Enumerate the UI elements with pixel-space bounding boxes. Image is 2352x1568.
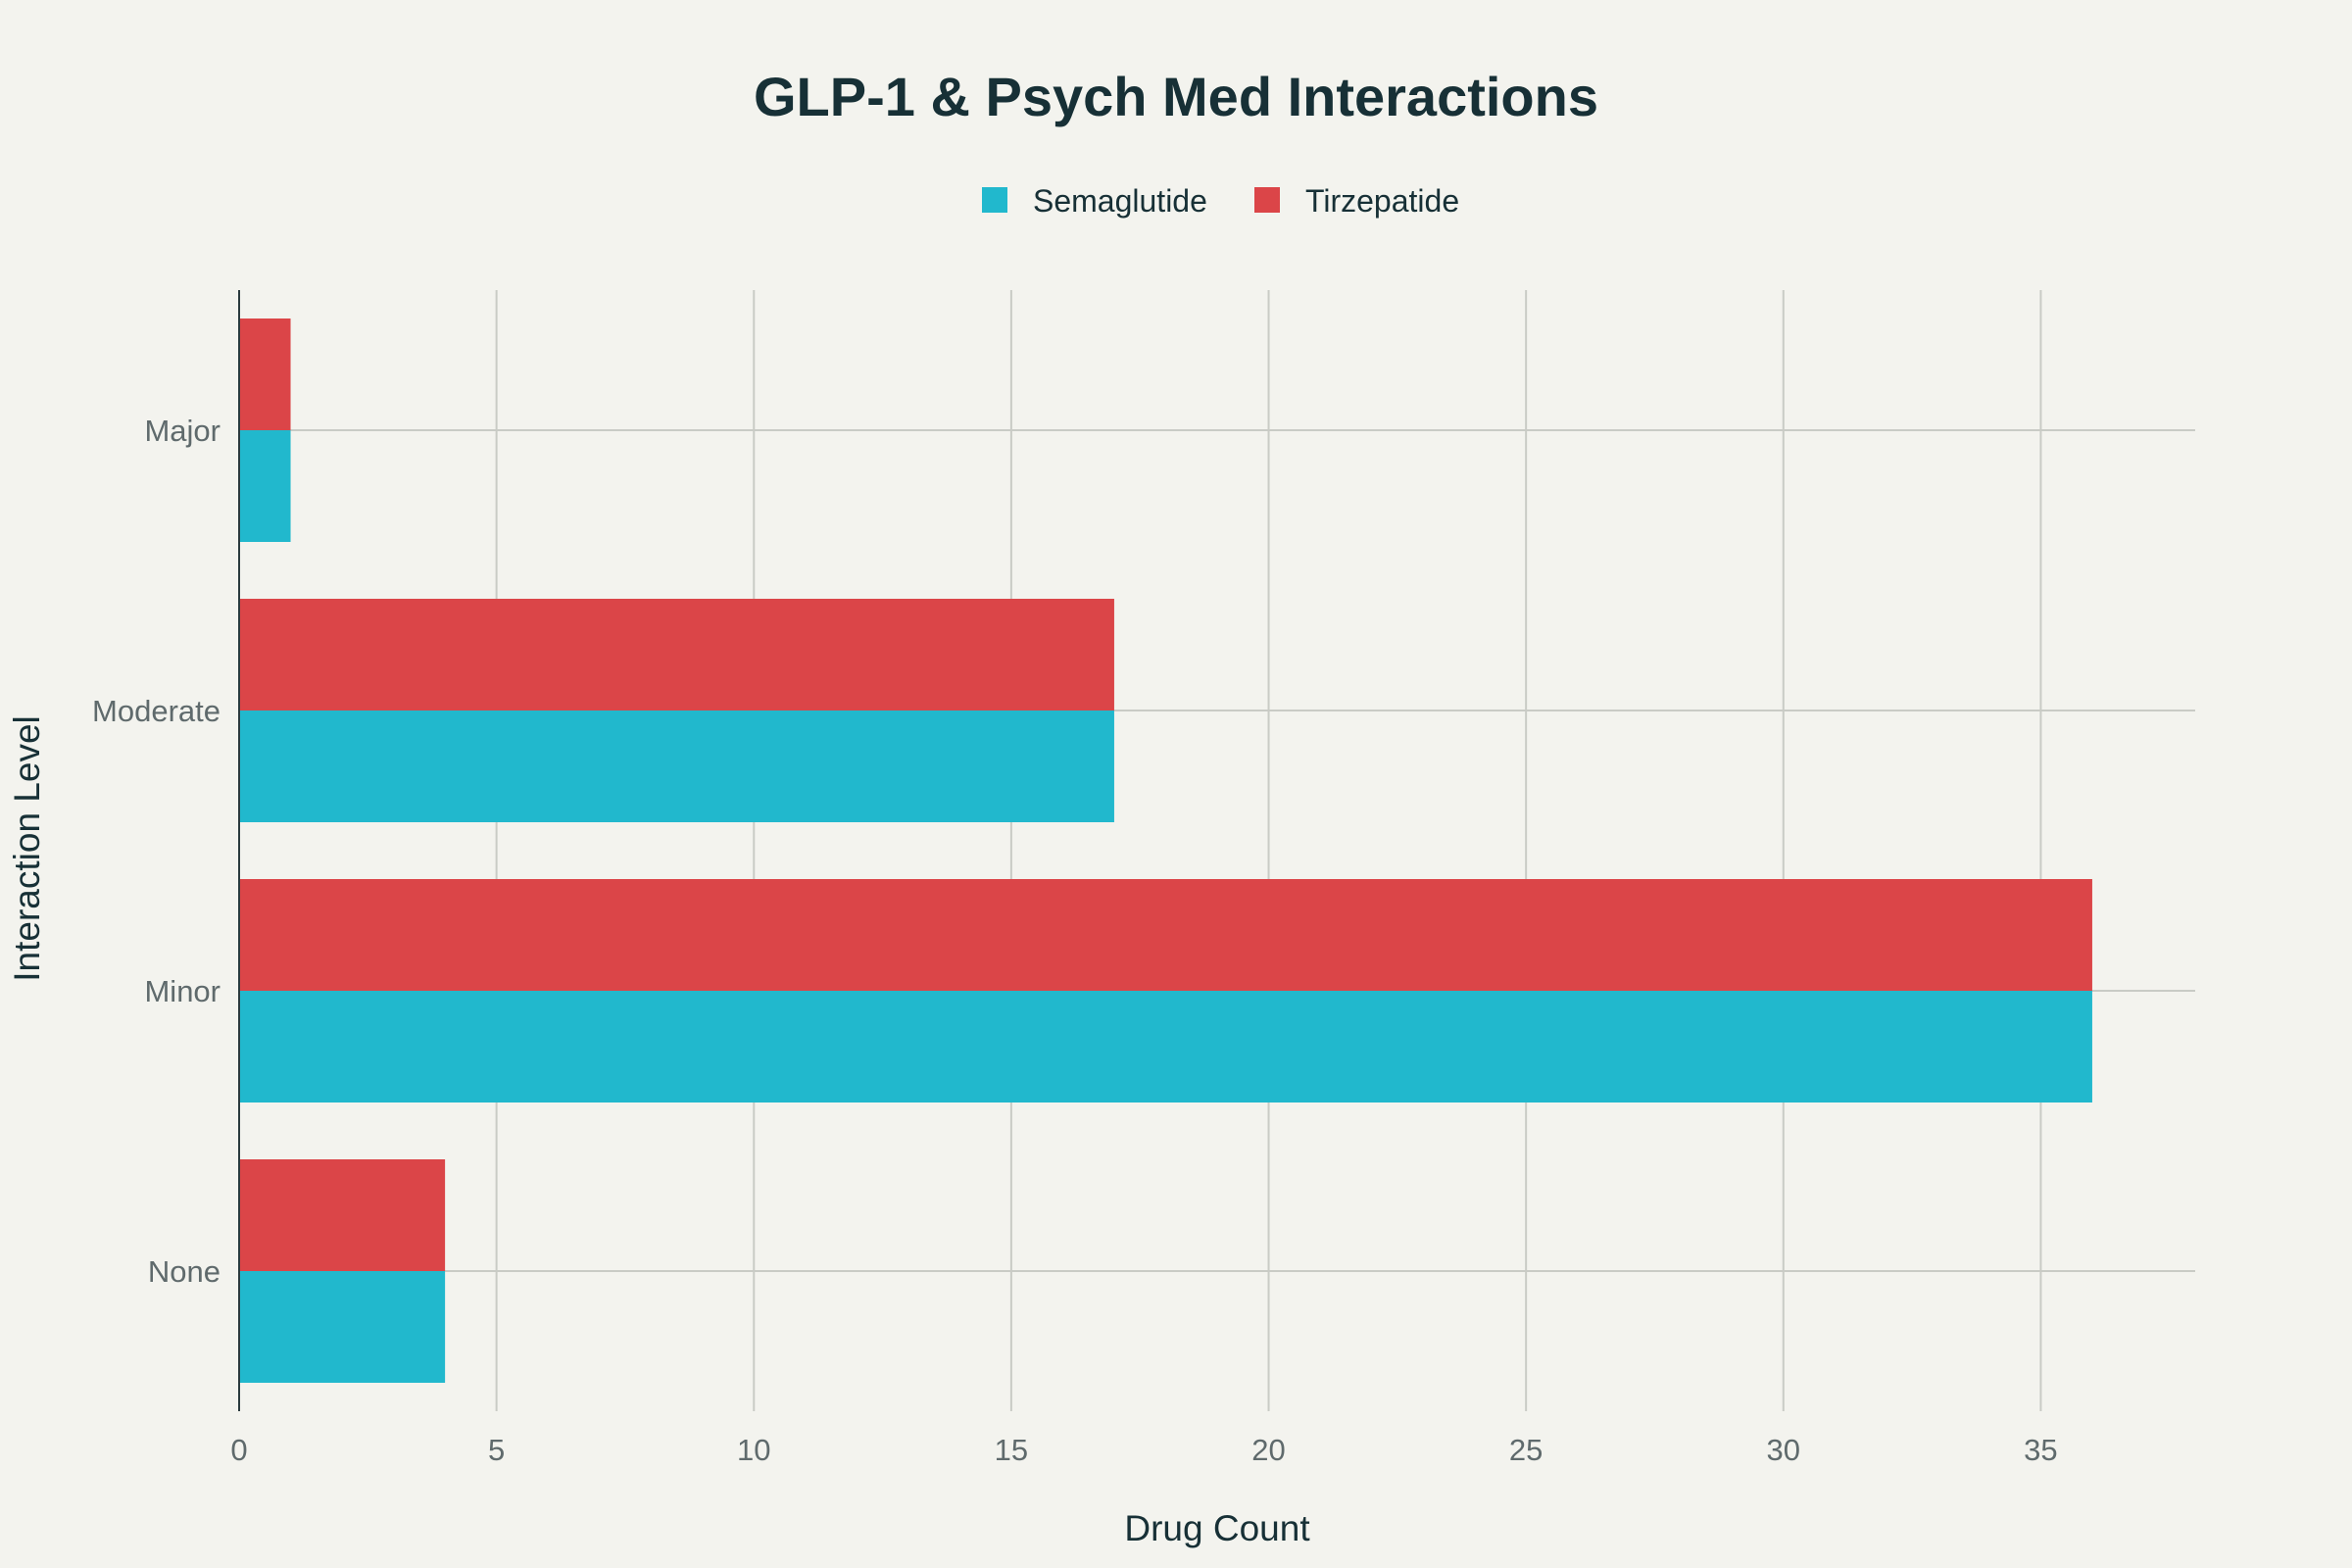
x-tick-label: 10 bbox=[737, 1433, 770, 1467]
y-tick-label: Minor bbox=[144, 974, 220, 1008]
y-tick-label: Moderate bbox=[92, 694, 220, 728]
x-tick-label: 25 bbox=[1509, 1433, 1543, 1467]
grid-lines bbox=[239, 290, 2195, 1411]
legend-swatch-tirzepatide bbox=[1254, 187, 1280, 213]
bar-semaglutide-moderate bbox=[239, 710, 1114, 822]
legend-label-semaglutide: Semaglutide bbox=[1033, 183, 1207, 219]
bar-tirzepatide-minor bbox=[239, 879, 2092, 991]
x-tick-label: 35 bbox=[2024, 1433, 2057, 1467]
bar-semaglutide-minor bbox=[239, 991, 2092, 1102]
x-axis-label: Drug Count bbox=[1124, 1508, 1310, 1548]
y-axis-label: Interaction Level bbox=[7, 715, 47, 982]
axes: 0 5 10 15 20 25 30 35 Major Moderate Minor None bbox=[92, 290, 2058, 1467]
chart-title: GLP-1 & Psych Med Interactions bbox=[754, 66, 1598, 127]
legend: Semaglutide Tirzepatide bbox=[982, 183, 1459, 219]
bar-tirzepatide-major bbox=[239, 318, 291, 430]
y-tick-label: None bbox=[148, 1254, 220, 1289]
legend-swatch-semaglutide bbox=[982, 187, 1007, 213]
bar-tirzepatide-none bbox=[239, 1159, 446, 1271]
bars bbox=[239, 318, 2092, 1383]
legend-label-tirzepatide: Tirzepatide bbox=[1305, 183, 1459, 219]
x-tick-label: 30 bbox=[1767, 1433, 1800, 1467]
y-tick-label: Major bbox=[144, 414, 220, 448]
bar-tirzepatide-moderate bbox=[239, 599, 1114, 710]
x-tick-label: 15 bbox=[995, 1433, 1028, 1467]
x-tick-label: 20 bbox=[1251, 1433, 1285, 1467]
x-tick-label: 5 bbox=[488, 1433, 505, 1467]
bar-semaglutide-none bbox=[239, 1271, 446, 1383]
x-tick-label: 0 bbox=[230, 1433, 247, 1467]
bar-semaglutide-major bbox=[239, 430, 291, 542]
